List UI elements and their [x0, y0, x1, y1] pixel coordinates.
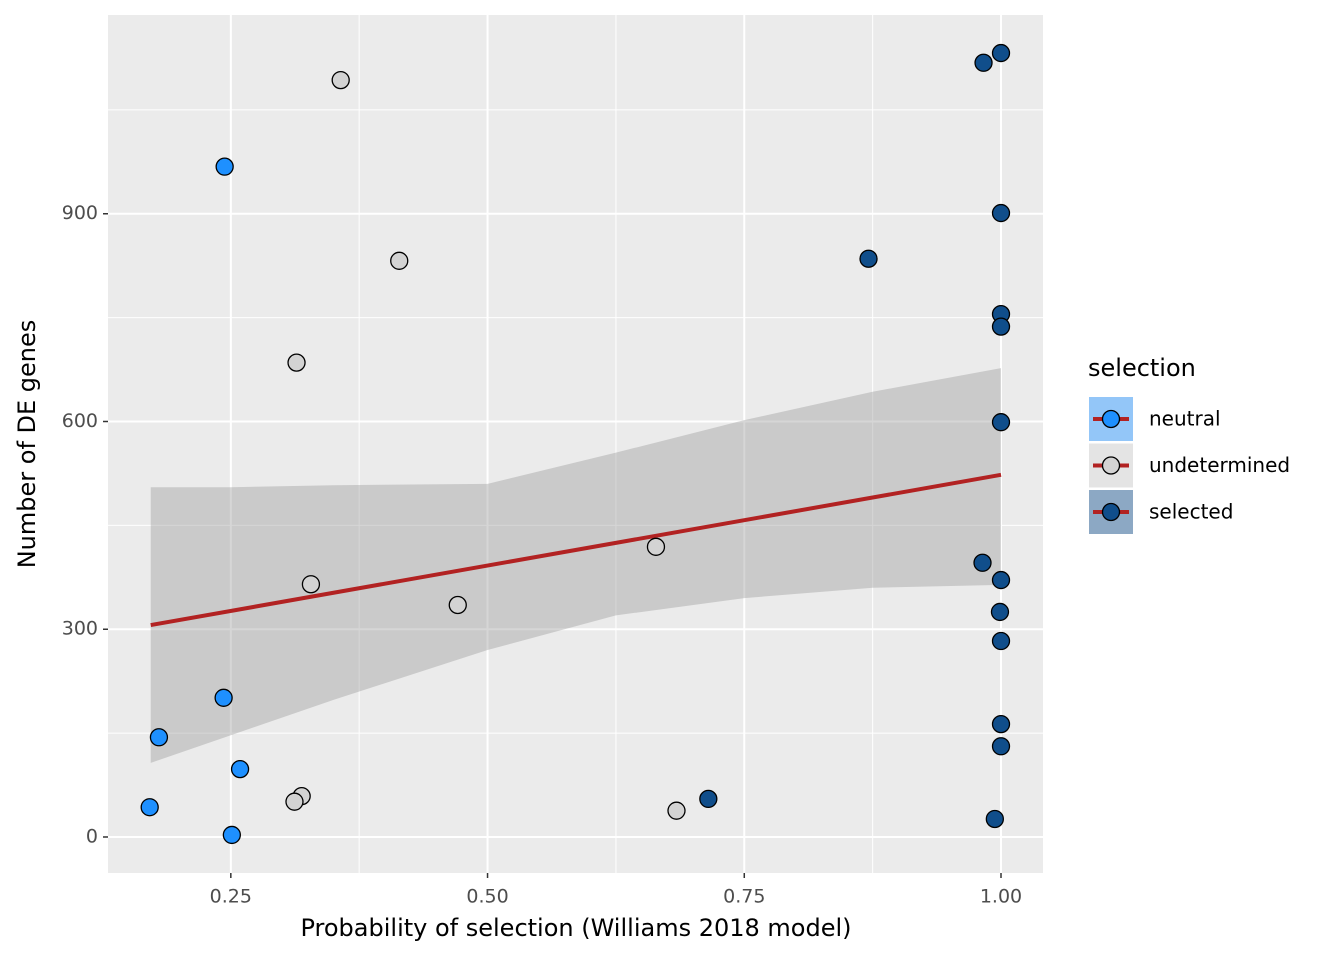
legend-key-point — [1101, 456, 1121, 475]
point — [991, 203, 1011, 223]
point — [991, 714, 1011, 734]
point — [222, 825, 241, 845]
point — [215, 157, 234, 176]
point — [230, 759, 250, 779]
legend-key-point — [1101, 502, 1121, 522]
legend-key-point — [1101, 409, 1121, 429]
point — [859, 249, 878, 268]
point — [331, 70, 350, 90]
point — [991, 737, 1011, 756]
point — [991, 317, 1011, 336]
y-tick-label: 300 — [62, 618, 98, 640]
grid — [108, 15, 1043, 873]
point — [699, 789, 718, 809]
x-tick-label: 0.25 — [210, 886, 252, 908]
point — [214, 688, 233, 707]
legend-label: selected — [1149, 500, 1233, 524]
legend-label: undetermined — [1149, 453, 1290, 477]
x-tick-label: 1.00 — [980, 886, 1022, 908]
point — [646, 537, 666, 556]
fit-line — [150, 472, 1002, 628]
marks — [140, 43, 1011, 845]
point — [301, 575, 321, 594]
point — [974, 53, 993, 72]
point — [448, 595, 467, 615]
point — [390, 251, 409, 270]
point — [285, 792, 304, 811]
y-tick-label: 900 — [62, 202, 98, 224]
point — [991, 43, 1011, 63]
panel — [108, 15, 1043, 873]
legend-title: selection — [1088, 354, 1196, 382]
point — [973, 553, 992, 572]
point — [287, 353, 306, 372]
x-tick-label: 0.75 — [723, 886, 765, 908]
x-axis-title: Probability of selection (Williams 2018 … — [300, 914, 851, 942]
confidence-band — [150, 368, 1001, 763]
point — [991, 570, 1011, 590]
legend: neutral undetermined selected — [1089, 397, 1290, 534]
x-tick-label: 0.50 — [466, 886, 508, 908]
legend-label: neutral — [1149, 407, 1221, 431]
point — [990, 602, 1010, 622]
point — [149, 728, 169, 747]
point — [667, 801, 686, 820]
point — [991, 631, 1011, 651]
point — [140, 798, 159, 817]
point — [985, 809, 1004, 829]
y-axis-title: Number of DE genes — [13, 320, 41, 569]
y-tick-label: 0 — [86, 825, 98, 847]
point — [991, 413, 1011, 432]
y-tick-label: 600 — [62, 410, 98, 432]
